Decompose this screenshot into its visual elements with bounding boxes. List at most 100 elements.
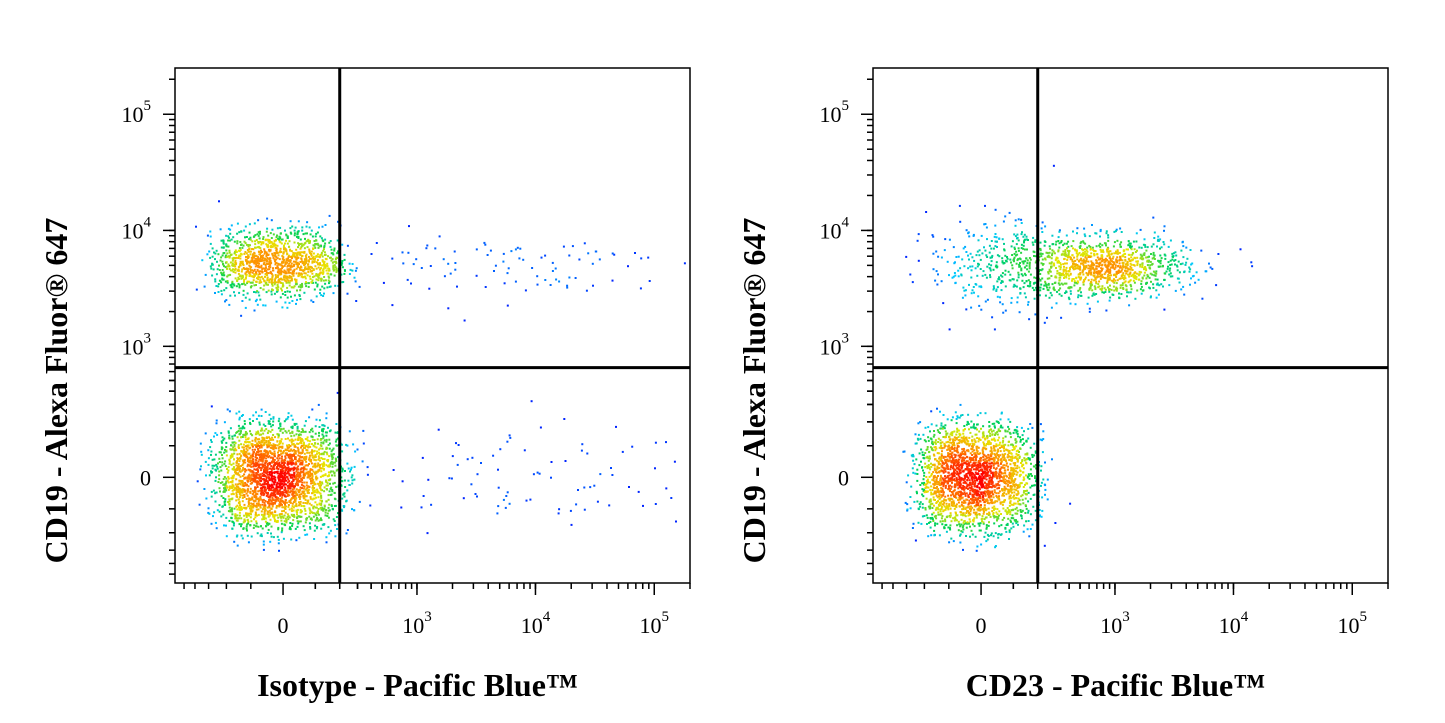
event-dot [654,441,657,444]
event-dot [247,541,250,544]
event-dot [241,537,244,540]
event-dot [1038,515,1041,518]
event-dot [538,472,541,475]
event-dot [522,258,525,261]
event-dot [279,483,282,486]
event-dot [1128,304,1131,307]
event-dot [244,482,247,484]
event-dot [222,497,225,499]
event-dot [247,502,250,504]
event-dot [245,506,248,509]
event-dot [207,463,210,466]
event-dot [305,455,308,458]
event-dot [723,271,725,273]
event-dot [255,452,258,455]
event-dot [259,487,262,490]
event-dot [1239,248,1242,251]
event-dot [225,234,228,237]
event-dot [214,521,217,524]
event-dot [243,449,245,452]
event-dot [243,503,246,506]
event-dot [303,456,306,459]
event-dot [305,253,308,256]
event-dot [307,265,310,268]
event-dot [957,275,960,278]
event-dot [1176,269,1179,272]
event-dot [276,520,279,523]
event-dot [232,467,235,470]
event-dot [350,466,353,469]
event-dot [242,263,244,266]
event-dot [230,485,233,488]
event-dot [420,267,423,269]
event-dot [1015,522,1018,525]
event-dot [1180,249,1183,252]
event-dot [278,482,281,485]
event-dot [288,449,291,452]
event-dot [301,444,304,447]
event-dot [260,243,263,246]
event-dot [260,256,262,258]
event-dot [251,281,254,284]
event-dot [247,505,250,508]
event-dot [1156,278,1159,281]
event-dot [308,260,310,263]
event-dot [295,503,298,506]
event-dot [314,442,317,445]
event-dot [551,270,554,272]
event-dot [506,304,509,307]
event-dot [303,481,306,484]
event-dot [268,514,271,517]
event-dot [991,316,994,319]
event-dot [299,520,302,523]
event-dot [291,425,294,428]
event-dot [784,251,786,253]
event-dot [284,517,287,520]
event-dot [232,268,234,271]
event-dot [980,543,983,546]
event-dot [299,247,302,250]
event-dot [313,489,316,492]
event-dot [323,260,326,263]
event-dot [639,287,642,290]
event-dot [1178,281,1181,284]
event-dot [1044,241,1047,243]
event-dot [227,430,230,433]
event-dot [1205,270,1208,273]
event-dot [266,532,269,534]
event-dot [228,236,230,239]
event-dot [307,470,310,473]
event-dot [260,281,263,284]
event-dot [257,443,260,446]
event-dot [319,235,322,238]
event-dot [211,467,214,470]
event-dot [303,485,306,488]
event-dot [1050,306,1053,309]
event-dot [258,262,260,265]
event-dot [315,278,318,281]
x-tick-label: 105 [639,609,669,638]
event-dot [278,479,280,482]
event-dot [253,274,256,277]
event-dot [995,290,998,292]
event-dot [323,246,326,249]
event-dot [295,302,297,305]
event-dot [321,489,323,492]
event-dot [276,535,279,538]
event-dot [236,460,239,463]
event-dot [329,529,332,532]
event-dot [912,471,915,474]
event-dot [260,477,262,480]
event-dot [307,485,310,488]
event-dot [291,272,294,275]
event-dot [296,479,299,482]
event-dot [1142,243,1145,246]
event-dot [263,429,266,432]
event-dot [277,237,279,240]
event-dot [948,328,951,331]
event-dot [358,500,361,503]
event-dot [231,435,234,438]
event-dot [286,265,289,268]
event-dot [286,516,289,519]
event-dot [308,486,311,488]
